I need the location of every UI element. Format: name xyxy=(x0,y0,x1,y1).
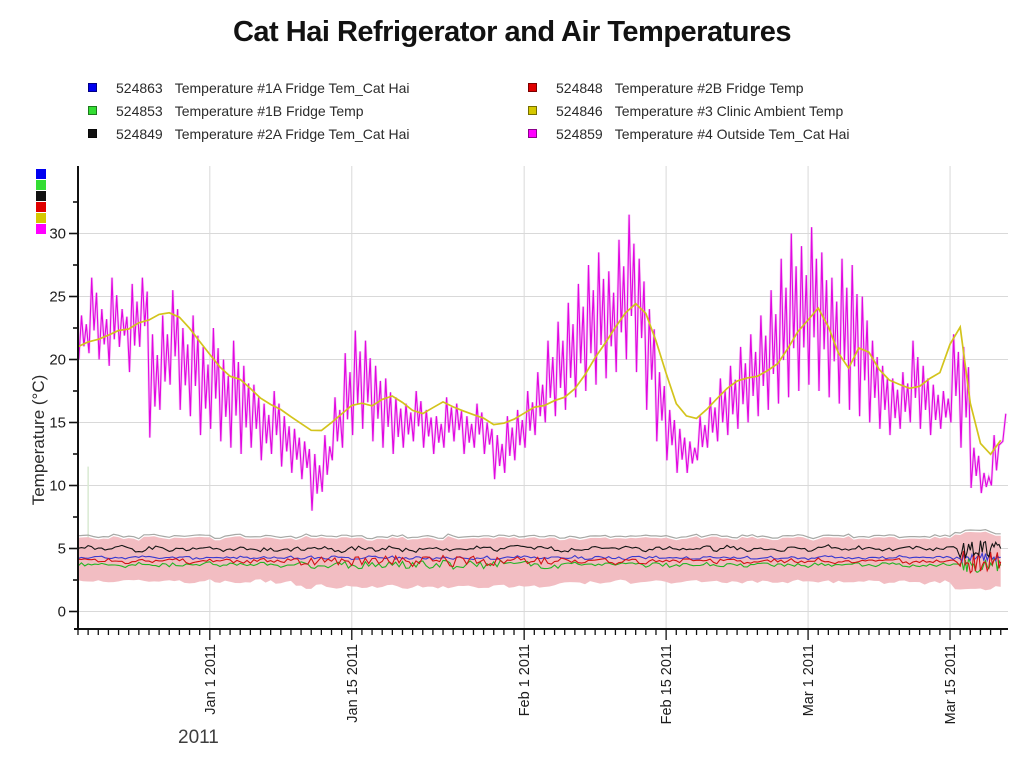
legend-item: 524849 Temperature #2A Fridge Tem_Cat Hai xyxy=(88,122,409,145)
legend-series-label: Temperature #1B Fridge Temp xyxy=(174,102,364,119)
fridge-2a-line xyxy=(77,540,1002,560)
legend-item: 524859 Temperature #4 Outside Tem_Cat Hai xyxy=(528,122,849,145)
fridge-1b-line xyxy=(77,556,1002,573)
legend-series-label: Temperature #2B Fridge Temp xyxy=(614,79,804,96)
y-tick-label: 5 xyxy=(58,541,66,558)
color-key-swatch xyxy=(36,180,46,190)
legend-series-id: 524859 xyxy=(556,125,603,142)
color-key-swatch xyxy=(36,191,46,201)
legend-series-id: 524863 xyxy=(116,79,163,96)
x-tick-label: Mar 1 2011 xyxy=(801,644,817,716)
y-axis-title: Temperature (°C) xyxy=(29,375,48,506)
color-key-swatch xyxy=(36,202,46,212)
color-key-swatch xyxy=(36,224,46,234)
legend-item: 524853 Temperature #1B Fridge Temp xyxy=(88,99,409,122)
color-key-swatch xyxy=(36,169,46,179)
legend-swatch xyxy=(88,106,97,115)
legend-series-label: Temperature #2A Fridge Tem_Cat Hai xyxy=(174,125,410,142)
fridge-2b-line xyxy=(77,550,1002,574)
legend-swatch xyxy=(528,129,537,138)
y-tick-label: 25 xyxy=(49,289,66,306)
clinic-ambient-line xyxy=(77,302,1002,456)
legend-swatch xyxy=(88,83,97,92)
legend-series-label: Temperature #1A Fridge Tem_Cat Hai xyxy=(174,79,410,96)
legend-series-id: 524846 xyxy=(556,102,603,119)
y-tick-label: 30 xyxy=(49,226,66,243)
outside-temp-line xyxy=(78,214,1007,511)
y-tick-label: 0 xyxy=(58,604,66,621)
fridge-1a-line xyxy=(77,551,1001,564)
legend-column-right: 524848 Temperature #2B Fridge Temp 524846 T… xyxy=(528,76,849,145)
legend-series-label: Temperature #3 Clinic Ambient Temp xyxy=(614,102,844,119)
x-tick-label: Feb 15 2011 xyxy=(659,644,675,724)
legend-series-id: 524853 xyxy=(116,102,163,119)
legend-column-left: 524863 Temperature #1A Fridge Tem_Cat Hai… xyxy=(88,76,409,145)
band-top-edge-line xyxy=(77,528,1001,540)
legend-series-label: Temperature #4 Outside Tem_Cat Hai xyxy=(614,125,850,142)
legend-item: 524846 Temperature #3 Clinic Ambient Temp xyxy=(528,99,849,122)
y-tick-label: 10 xyxy=(49,478,66,495)
series-color-key-stack xyxy=(36,169,46,235)
y-tick-label: 15 xyxy=(49,415,66,432)
x-axis-year-label: 2011 xyxy=(178,727,219,748)
color-key-swatch xyxy=(36,213,46,223)
legend-swatch xyxy=(528,83,537,92)
legend-series-id: 524849 xyxy=(116,125,163,142)
legend-swatch xyxy=(528,106,537,115)
x-tick-label: Jan 1 2011 xyxy=(203,644,219,715)
y-tick-label: 20 xyxy=(49,352,66,369)
chart-title: Cat Hai Refrigerator and Air Temperature… xyxy=(232,16,792,48)
legend-series-id: 524848 xyxy=(556,79,603,96)
x-tick-label: Mar 15 2011 xyxy=(943,644,959,724)
x-tick-label: Jan 15 2011 xyxy=(345,644,361,723)
legend-swatch xyxy=(88,129,97,138)
legend-item: 524863 Temperature #1A Fridge Tem_Cat Hai xyxy=(88,76,409,99)
legend-item: 524848 Temperature #2B Fridge Temp xyxy=(528,76,849,99)
x-tick-label: Feb 1 2011 xyxy=(517,644,533,716)
